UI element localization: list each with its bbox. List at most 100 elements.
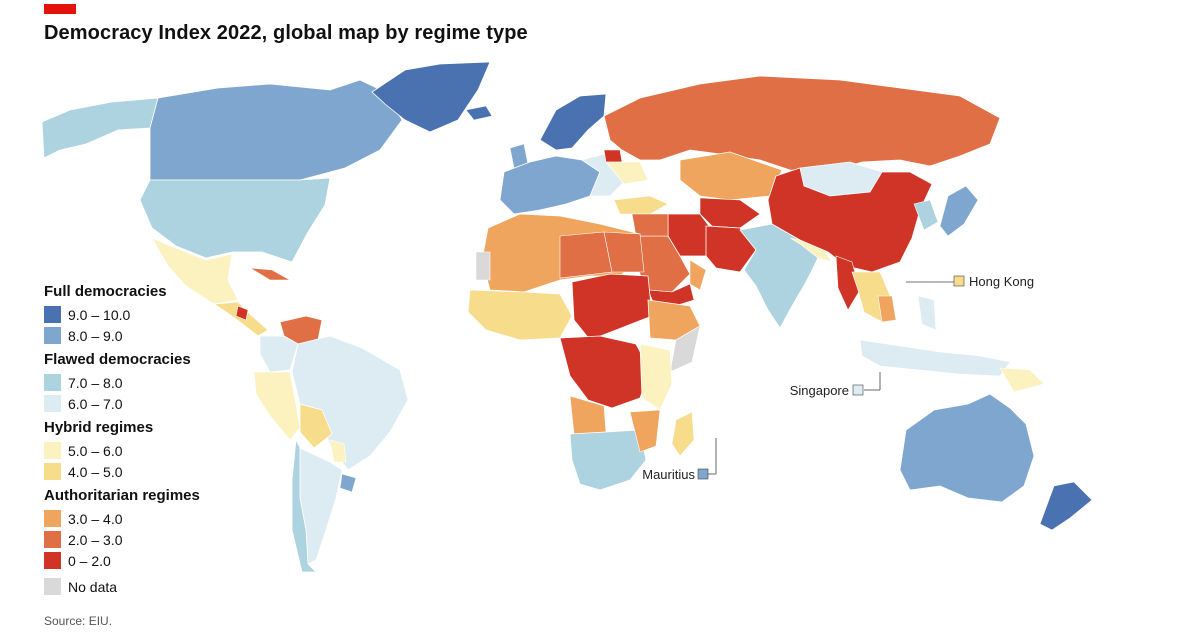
legend-swatch [44,578,61,595]
legend-group-full-democracies: Full democracies 9.0 – 10.0 8.0 – 9.0 [44,283,254,346]
region-central-asia-south [699,197,761,229]
region-uruguay [339,473,357,493]
region-east-africa [639,343,673,411]
region-russia [603,75,1001,173]
legend-group-authoritarian-regimes: Authoritarian regimes 3.0 – 4.0 2.0 – 3.… [44,487,254,571]
legend-item-label: 8.0 – 9.0 [68,327,123,344]
region-nicaragua [235,305,249,321]
brand-accent-bar [44,4,76,14]
callout-hong-kong: Hong Kong [906,274,1034,289]
legend-item-label: No data [68,578,118,595]
region-southern-africa [569,429,647,491]
south-america [253,315,409,573]
region-australia [899,393,1035,503]
chart-title: Democracy Index 2022, global map by regi… [44,22,528,44]
region-colombia [259,335,299,373]
region-scandinavia [539,93,607,151]
legend-item: 7.0 – 8.0 [44,372,254,393]
region-cuba [249,267,292,281]
legend-group-title: Flawed democracies [44,351,191,368]
region-mexico [151,237,239,305]
legend-group-hybrid-regimes: Hybrid regimes 5.0 – 6.0 4.0 – 5.0 [44,419,254,482]
region-new-zealand [1039,481,1093,531]
region-turkey [613,195,669,215]
region-mozambique [629,409,661,453]
region-china [767,167,933,273]
legend-swatch [44,327,61,344]
legend-item: 0 – 2.0 [44,550,254,571]
legend: Full democracies 9.0 – 10.0 8.0 – 9.0 Fl… [44,283,254,602]
region-iceland [465,105,493,121]
region-chile [291,438,317,573]
hong-kong-swatch [953,275,965,287]
region-korea [913,199,939,231]
legend-item: 9.0 – 10.0 [44,304,254,325]
region-bolivia [299,403,333,449]
legend-swatch [44,552,61,569]
east-asia-pacific [767,167,1093,531]
legend-item: 6.0 – 7.0 [44,393,254,414]
region-kazakhstan [679,151,783,201]
callout-singapore: Singapore [790,372,881,398]
legend-swatch [44,306,61,323]
legend-item: 2.0 – 3.0 [44,529,254,550]
region-japan [939,185,979,237]
region-oman [689,259,707,291]
legend-item-label: 4.0 – 5.0 [68,463,123,480]
legend-item: 5.0 – 6.0 [44,440,254,461]
legend-item-label: 9.0 – 10.0 [68,306,131,323]
region-indonesia [859,339,1011,377]
legend-group-title: Authoritarian regimes [44,487,200,504]
legend-swatch [44,531,61,548]
region-papua-new-guinea [999,367,1045,393]
callout-mauritius: Mauritius [642,438,717,482]
region-west-africa [467,289,573,341]
legend-swatch [44,442,61,459]
russia-central-asia [603,75,1001,229]
region-central-africa [559,335,651,409]
region-afghanistan-pakistan [705,225,757,273]
region-syria-iraq [631,213,669,237]
legend-swatch [44,374,61,391]
legend-item-label: 0 – 2.0 [68,552,111,569]
legend-item: 4.0 – 5.0 [44,461,254,482]
legend-item: No data [44,576,254,597]
region-canada [149,79,403,181]
region-paraguay [329,439,347,463]
region-cambodia-vietnam [877,295,897,323]
legend-group-title: Hybrid regimes [44,419,154,436]
legend-group-title: Full democracies [44,283,167,300]
region-alaska [41,97,159,159]
africa [467,213,701,491]
mauritius-swatch [697,468,709,480]
region-greenland [371,61,491,133]
region-egypt [603,231,645,273]
legend-item-label: 7.0 – 8.0 [68,374,123,391]
middle-east-south-asia [631,213,833,329]
singapore-swatch [852,384,864,396]
source-note: Source: EIU. [44,614,113,628]
legend-swatch [44,395,61,412]
legend-item-label: 3.0 – 4.0 [68,510,123,527]
legend-item: 3.0 – 4.0 [44,508,254,529]
region-central-america [212,301,269,337]
region-brazil [291,335,409,471]
region-ukraine [605,161,649,185]
legend-item: 8.0 – 9.0 [44,325,254,346]
region-united-states [139,177,331,263]
legend-group-no-data: No data [44,576,254,597]
legend-swatch [44,510,61,527]
mauritius-label: Mauritius [642,467,695,482]
region-libya [559,231,613,279]
region-western-sahara [475,251,491,281]
region-chad-sudan [571,273,653,341]
legend-item-label: 5.0 – 6.0 [68,442,123,459]
region-somalia [669,325,701,373]
europe [465,93,669,215]
region-belarus [603,149,623,163]
hong-kong-label: Hong Kong [969,274,1034,289]
legend-item-label: 2.0 – 3.0 [68,531,123,548]
legend-swatch [44,463,61,480]
legend-item-label: 6.0 – 7.0 [68,395,123,412]
